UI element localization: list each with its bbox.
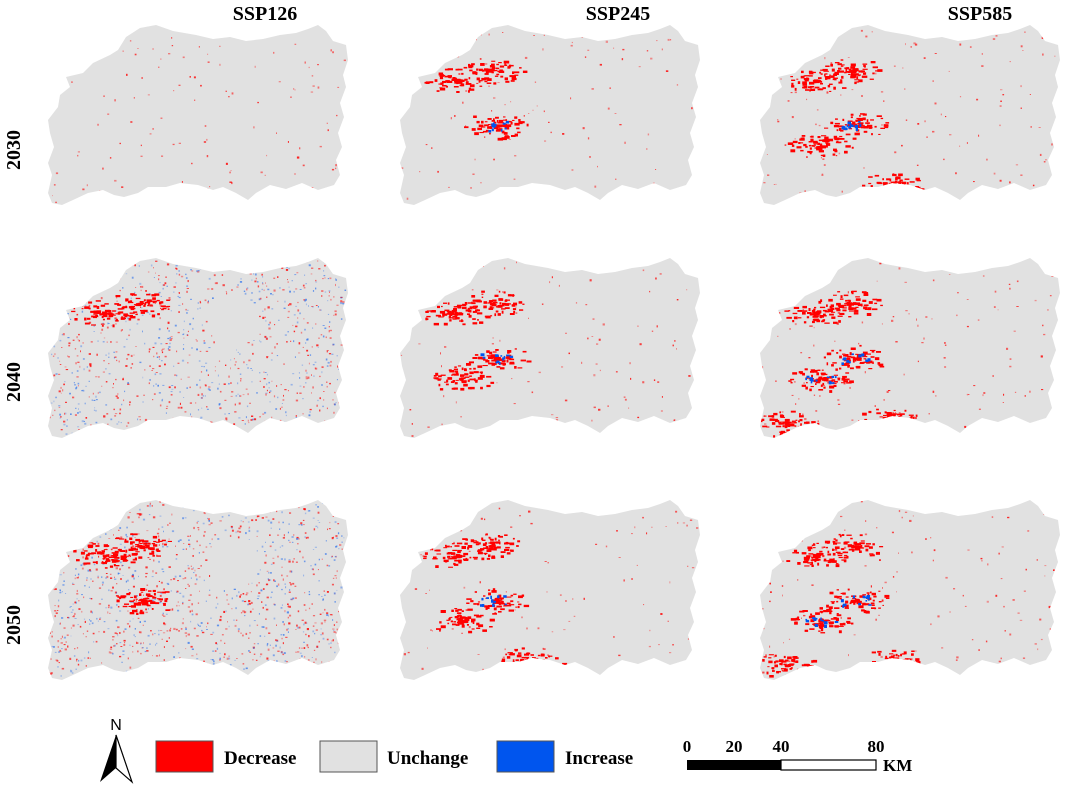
row-header-2040: 2040 xyxy=(3,362,25,402)
north-arrow: N xyxy=(100,717,134,784)
row-header-2030: 2030 xyxy=(3,130,25,170)
map-panel-2050-ssp585 xyxy=(760,500,1060,680)
column-header-ssp585: SSP585 xyxy=(948,3,1012,25)
map-panel-2050-ssp126 xyxy=(48,500,348,680)
scale-unit: KM xyxy=(883,756,912,775)
map-panel-2030-ssp126 xyxy=(48,25,348,205)
map-panel-2030-ssp585 xyxy=(760,25,1060,205)
scale-bar: 0 20 40 80 KM xyxy=(683,737,913,775)
map-panel-2030-ssp245 xyxy=(400,25,700,205)
north-arrow-label: N xyxy=(110,717,122,734)
scale-tick-0: 0 xyxy=(683,737,692,756)
legend-swatch-decrease xyxy=(155,740,214,773)
map-panel-2040-ssp585 xyxy=(760,258,1060,438)
map-panel-2050-ssp245 xyxy=(400,500,700,680)
legend-label-increase: Increase xyxy=(565,748,633,769)
column-header-ssp245: SSP245 xyxy=(586,3,650,25)
map-grid xyxy=(48,25,1060,680)
legend-label-unchange: Unchange xyxy=(387,748,468,769)
map-panel-2040-ssp245 xyxy=(400,258,700,438)
legend-label-decrease: Decrease xyxy=(224,748,296,769)
scale-tick-40: 40 xyxy=(773,737,790,756)
scale-tick-20: 20 xyxy=(726,737,743,756)
legend-swatch-increase xyxy=(496,740,555,773)
column-header-ssp126: SSP126 xyxy=(233,3,297,25)
legend: N Decrease Unchange Increase 0 20 40 80 … xyxy=(100,717,913,784)
map-panel-2040-ssp126 xyxy=(48,258,348,438)
legend-swatch-unchange xyxy=(319,740,378,773)
row-header-2050: 2050 xyxy=(3,605,25,645)
north-arrow-icon xyxy=(100,735,116,782)
scale-tick-80: 80 xyxy=(868,737,885,756)
